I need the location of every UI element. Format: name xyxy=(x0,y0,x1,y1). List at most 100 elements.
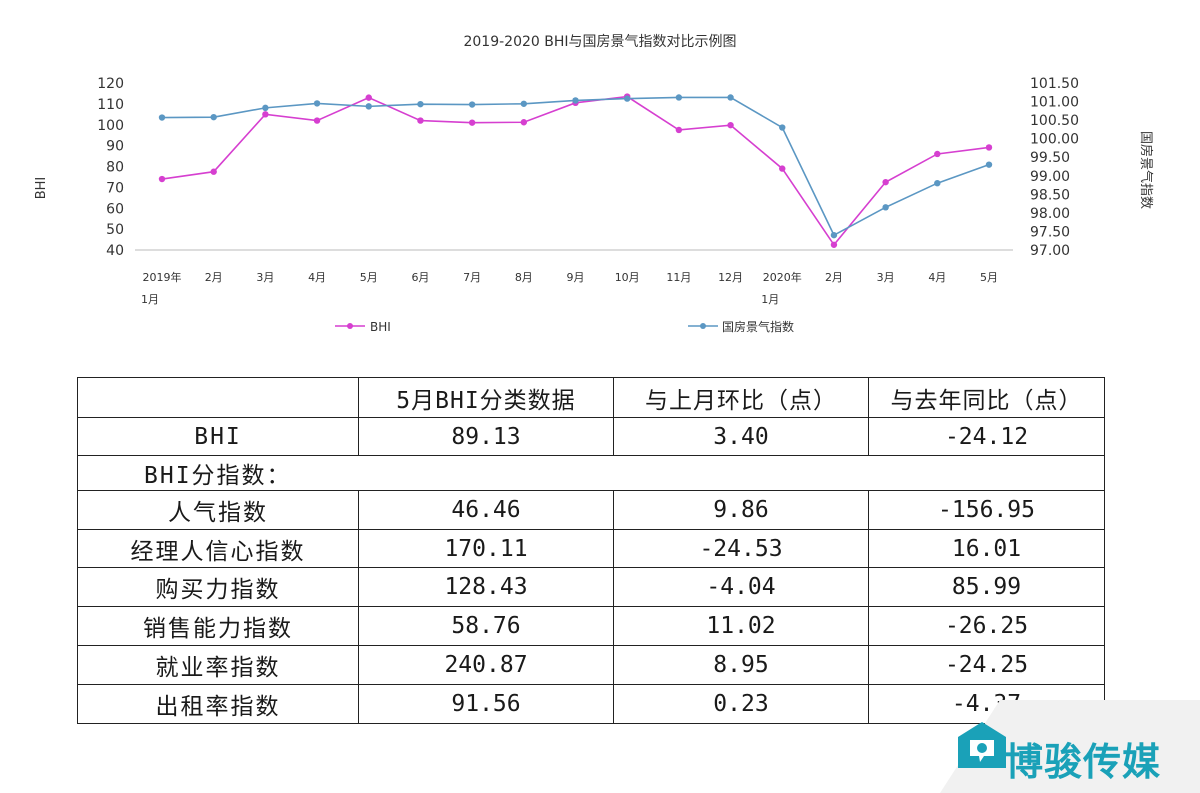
y-axis-label-left: BHI xyxy=(34,177,49,200)
x-tick-label: 4月 xyxy=(308,271,326,284)
data-point-bhi xyxy=(365,94,372,101)
x-ticks: 2019年 1月 2月 3月 4月 5月 6月 7月 8月 9月 10月 11月 12月 2020年 1月 2… xyxy=(141,270,998,306)
table-row: 就业率指数 240.87 8.95 -24.25 xyxy=(77,645,1105,685)
legend: BHI 国房景气指数 xyxy=(335,319,794,334)
row-label: 人气指数 xyxy=(77,490,359,530)
y-tick-left-label: 80 xyxy=(106,160,124,176)
data-point-housing-index xyxy=(313,100,321,107)
data-point-bhi xyxy=(727,121,734,129)
y-tick-left-label: 50 xyxy=(106,222,124,238)
cell-mom: 0.23 xyxy=(613,684,869,724)
y-ticks-right: 97.00 97.50 98.00 98.50 99.00 99.50 100.00 100.… xyxy=(1030,76,1079,259)
data-point-housing-index xyxy=(520,100,528,107)
y-ticks-left: 40 50 60 70 80 90 100 110 120 xyxy=(97,76,124,259)
y-tick-right-label: 98.50 xyxy=(1030,187,1070,203)
y-tick-right-label: 98.00 xyxy=(1030,206,1070,222)
row-label: 购买力指数 xyxy=(77,567,359,607)
row-label: 经理人信心指数 xyxy=(77,529,359,568)
subheading-label: BHI分指数： xyxy=(77,455,614,491)
cell-yoy: -156.95 xyxy=(868,490,1105,530)
cell-mom: 9.86 xyxy=(613,490,869,530)
data-point-bhi xyxy=(882,178,889,186)
watermark-logo xyxy=(940,700,1200,793)
x-tick-label: 2020年 1月 xyxy=(761,270,802,306)
x-tick-label: 9月 xyxy=(567,271,585,284)
x-tick-label: 12月 xyxy=(718,271,743,284)
data-point-housing-index xyxy=(985,161,993,168)
data-point-housing-index xyxy=(572,97,579,104)
legend-bhi-label: BHI xyxy=(370,320,391,334)
data-point-housing-index xyxy=(158,114,166,121)
table-subheading-row: BHI分指数： xyxy=(77,455,1105,491)
y-tick-left-label: 120 xyxy=(97,76,124,92)
data-point-bhi xyxy=(158,175,166,183)
data-point-housing-index xyxy=(468,101,476,108)
header-cell-empty xyxy=(77,377,359,418)
row-label: 出租率指数 xyxy=(77,684,359,724)
y-tick-right-label: 100.00 xyxy=(1030,132,1079,148)
bhi-chart: 2019-2020 BHI与国房景气指数对比示例图 BHI 国房景气指数 40 5… xyxy=(34,34,1154,334)
x-tick-label: 10月 xyxy=(615,271,640,284)
y-tick-right-label: 101.00 xyxy=(1030,95,1079,111)
y-tick-right-label: 99.00 xyxy=(1030,169,1070,185)
series-line-bhi xyxy=(161,95,990,247)
data-point-bhi xyxy=(417,117,424,124)
data-point-housing-index xyxy=(882,204,889,211)
legend-bhi-marker xyxy=(347,323,353,329)
data-point-housing-index xyxy=(210,113,217,121)
x-tick-label: 11月 xyxy=(666,271,691,284)
legend-housing-marker xyxy=(700,323,706,329)
y-tick-left-label: 110 xyxy=(97,97,124,113)
y-tick-right-label: 101.50 xyxy=(1030,76,1079,92)
table-row: 销售能力指数 58.76 11.02 -26.25 xyxy=(77,606,1105,646)
data-point-bhi xyxy=(313,117,321,124)
bhi-data-table: 5月BHI分类数据 与上月环比（点） 与去年同比（点） BHI 89.13 3.… xyxy=(77,377,1105,724)
cell-value: 46.46 xyxy=(358,490,614,530)
data-point-housing-index xyxy=(262,104,269,112)
row-label: 就业率指数 xyxy=(77,645,359,685)
house-logo-icon xyxy=(958,722,1006,768)
cell-value: 128.43 xyxy=(358,567,614,607)
y-tick-left-label: 40 xyxy=(106,243,124,259)
y-tick-left-label: 100 xyxy=(97,118,124,134)
table-header-row: 5月BHI分类数据 与上月环比（点） 与去年同比（点） xyxy=(77,377,1105,418)
cell-value: 89.13 xyxy=(358,417,614,456)
cell-mom: -24.53 xyxy=(613,529,869,568)
x-tick-label: 2月 xyxy=(205,271,223,284)
data-point-bhi xyxy=(262,111,269,118)
header-cell-category-data: 5月BHI分类数据 xyxy=(358,377,614,418)
cell-value: 170.11 xyxy=(358,529,614,568)
data-point-housing-index xyxy=(675,94,683,101)
data-point-bhi xyxy=(985,144,993,151)
y-tick-right-label: 97.50 xyxy=(1030,224,1070,240)
data-point-housing-index xyxy=(365,103,372,110)
x-tick-label: 3月 xyxy=(256,271,274,284)
x-tick-label: 3月 xyxy=(877,271,895,284)
series-lines xyxy=(161,95,990,247)
x-tick-label: 7月 xyxy=(463,271,481,284)
cell-value: 91.56 xyxy=(358,684,614,724)
data-point-housing-index xyxy=(779,124,786,131)
row-label: BHI xyxy=(77,417,359,456)
cell-value: 58.76 xyxy=(358,606,614,646)
data-point-housing-index xyxy=(417,100,424,108)
y-tick-right-label: 99.50 xyxy=(1030,150,1070,166)
cell-yoy: -26.25 xyxy=(868,606,1105,646)
data-point-bhi xyxy=(520,119,528,126)
x-tick-label: 6月 xyxy=(411,271,429,284)
row-label: 销售能力指数 xyxy=(77,606,359,646)
cell-yoy: 16.01 xyxy=(868,529,1105,568)
x-tick-label: 5月 xyxy=(980,271,998,284)
series-points xyxy=(158,93,993,248)
y-axis-label-right: 国房景气指数 xyxy=(1138,131,1154,209)
watermark-text: 博骏传媒 xyxy=(1005,740,1162,784)
data-point-housing-index xyxy=(934,180,941,187)
data-point-bhi xyxy=(779,165,786,172)
data-point-housing-index xyxy=(727,94,734,101)
cell-mom: 8.95 xyxy=(613,645,869,685)
data-point-bhi xyxy=(830,241,838,248)
y-tick-left-label: 70 xyxy=(106,180,124,196)
header-cell-mom: 与上月环比（点） xyxy=(613,377,869,418)
legend-housing-label: 国房景气指数 xyxy=(722,319,794,334)
cell-yoy: -24.25 xyxy=(868,645,1105,685)
